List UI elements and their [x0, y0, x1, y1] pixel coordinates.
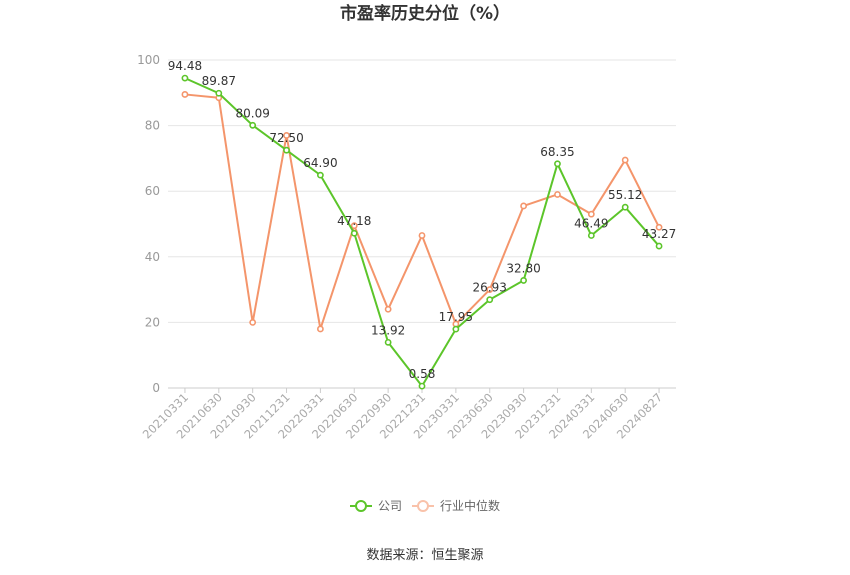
- series-layer: [181, 74, 663, 390]
- data-point[interactable]: [418, 382, 426, 390]
- data-point[interactable]: [554, 191, 561, 198]
- y-tick-label: 80: [145, 119, 160, 133]
- data-label: 72.50: [269, 131, 303, 145]
- legend-marker: [417, 500, 429, 512]
- data-point[interactable]: [249, 318, 257, 326]
- data-label: 80.09: [235, 106, 269, 120]
- data-point[interactable]: [655, 223, 663, 231]
- chart-title: 市盈率历史分位（%）: [340, 3, 510, 24]
- data-point[interactable]: [621, 156, 629, 164]
- y-tick-label: 40: [145, 250, 160, 264]
- data-point[interactable]: [655, 242, 663, 250]
- y-tick-label: 0: [152, 381, 160, 395]
- data-label: 64.90: [303, 156, 337, 170]
- data-label: 43.27: [642, 227, 676, 241]
- data-label: 13.92: [371, 323, 405, 337]
- legend-item-industry-median[interactable]: 行业中位数: [412, 498, 500, 513]
- data-label: 17.95: [439, 310, 473, 324]
- data-point[interactable]: [316, 325, 324, 333]
- data-label: 0.58: [409, 367, 436, 381]
- data-point[interactable]: [181, 91, 189, 98]
- legend-label: 行业中位数: [440, 498, 500, 513]
- data-label: 46.49: [574, 217, 608, 231]
- data-point[interactable]: [350, 222, 358, 230]
- data-label: 47.18: [337, 214, 371, 228]
- data-label: 68.35: [540, 145, 574, 159]
- y-tick-label: 20: [145, 315, 160, 329]
- data-point[interactable]: [350, 229, 358, 237]
- y-tick-label: 100: [137, 53, 160, 67]
- legend-marker: [355, 500, 367, 512]
- y-tick-label: 60: [145, 184, 160, 198]
- data-point[interactable]: [181, 74, 189, 82]
- data-point[interactable]: [486, 296, 494, 304]
- data-label: 94.48: [168, 59, 202, 73]
- data-point[interactable]: [249, 121, 257, 129]
- y-axis: 0 20 40 60 80 100: [137, 53, 160, 395]
- data-point[interactable]: [452, 325, 460, 333]
- legend-label: 公司: [378, 499, 402, 513]
- data-point[interactable]: [520, 277, 527, 284]
- source-note: 数据来源：恒生聚源: [366, 548, 483, 563]
- data-point[interactable]: [587, 232, 595, 239]
- data-point[interactable]: [384, 305, 392, 313]
- data-point[interactable]: [283, 146, 290, 154]
- data-point[interactable]: [621, 203, 629, 211]
- legend-item-company[interactable]: 公司: [350, 499, 402, 513]
- data-point[interactable]: [554, 160, 561, 168]
- data-point[interactable]: [316, 171, 324, 179]
- data-label: 55.12: [608, 188, 642, 202]
- data-point[interactable]: [215, 89, 223, 97]
- series-line: [184, 93, 660, 330]
- series-industry-median: [181, 91, 663, 333]
- data-point[interactable]: [384, 338, 392, 346]
- x-axis: 2021033120210630202109302021123120220331…: [140, 388, 665, 442]
- data-label: 32.80: [506, 261, 540, 275]
- data-point[interactable]: [418, 232, 426, 239]
- series-company: [181, 74, 663, 390]
- data-label: 26.93: [473, 281, 507, 295]
- data-point[interactable]: [283, 132, 290, 139]
- data-point[interactable]: [587, 210, 595, 218]
- legend[interactable]: 公司 行业中位数: [350, 498, 500, 513]
- data-point[interactable]: [486, 286, 494, 293]
- data-point[interactable]: [520, 202, 527, 210]
- data-label: 89.87: [202, 74, 236, 88]
